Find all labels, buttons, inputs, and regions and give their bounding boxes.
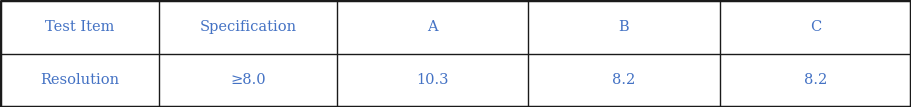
Text: 8.2: 8.2	[612, 73, 636, 87]
Text: 8.2: 8.2	[804, 73, 827, 87]
Text: Test Item: Test Item	[45, 20, 115, 34]
Text: Resolution: Resolution	[40, 73, 119, 87]
Text: 10.3: 10.3	[416, 73, 449, 87]
Text: B: B	[619, 20, 630, 34]
Text: ≥8.0: ≥8.0	[230, 73, 266, 87]
Text: Specification: Specification	[200, 20, 297, 34]
Text: C: C	[810, 20, 821, 34]
Text: A: A	[427, 20, 438, 34]
